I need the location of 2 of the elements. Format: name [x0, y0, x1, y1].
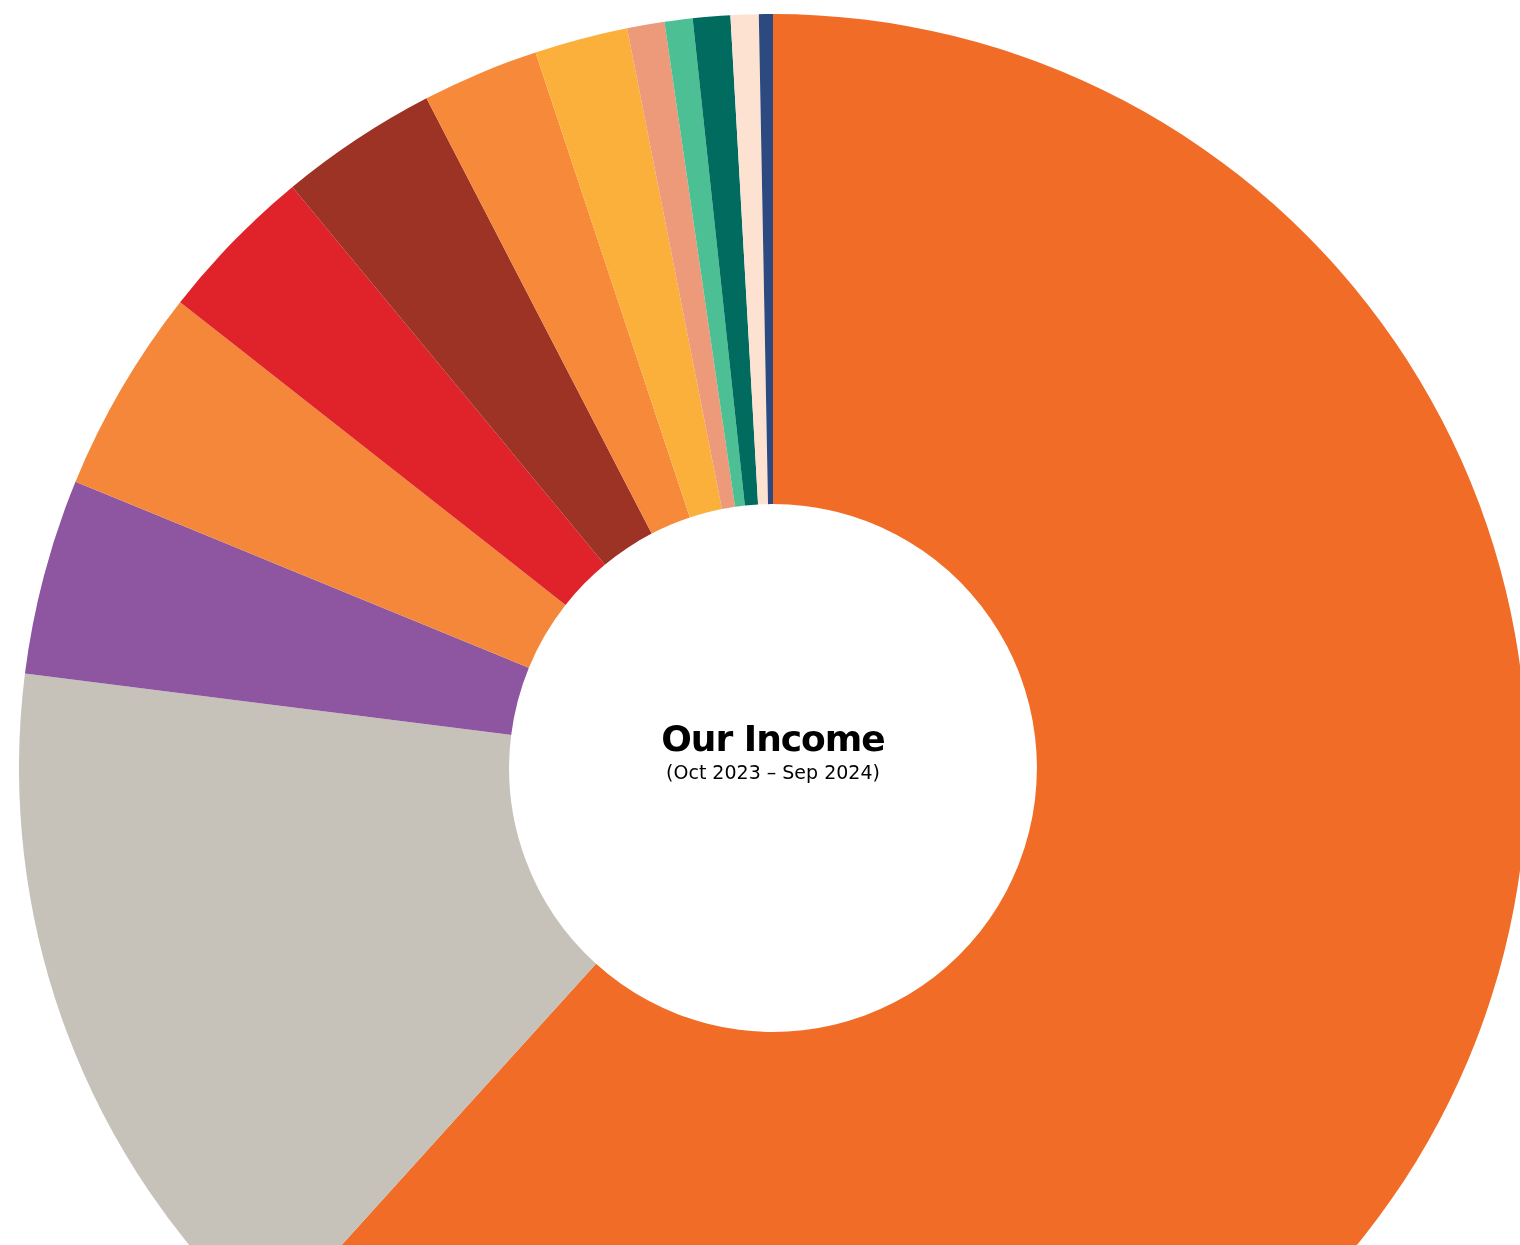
text: Our Income	[660, 718, 886, 759]
text: (Oct 2023 – Sep 2024)	[665, 761, 881, 783]
